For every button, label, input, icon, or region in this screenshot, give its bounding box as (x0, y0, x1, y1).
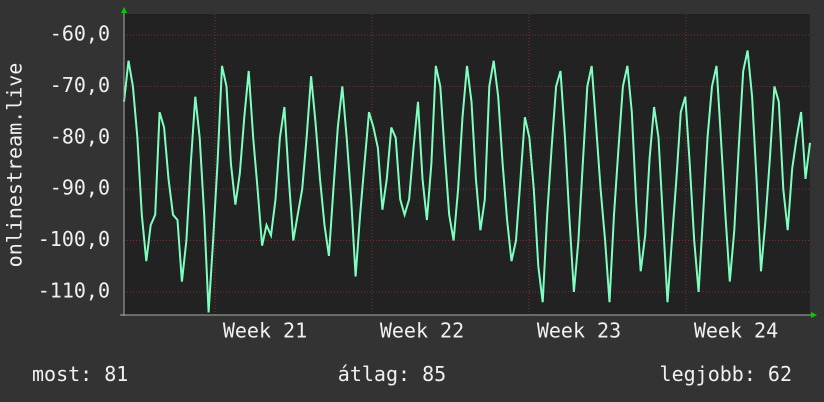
x-tick-label: Week 22 (380, 319, 464, 343)
y-tick-label: -90,0 (50, 176, 110, 200)
axis-arrow (811, 312, 817, 318)
y-tick-label: -70,0 (50, 73, 110, 97)
x-tick-label: Week 21 (223, 319, 307, 343)
stat-value: 81 (104, 362, 128, 386)
y-tick-label: -80,0 (50, 124, 110, 148)
stat-label: átlag: (338, 362, 410, 386)
data-line (123, 50, 811, 313)
y-tick-label: -110,0 (38, 278, 110, 302)
stat-best: legjobb: 62 (660, 362, 792, 386)
y-tick-label: -60,0 (50, 22, 110, 46)
y-tick-label: -100,0 (38, 227, 110, 251)
x-tick-label: Week 24 (694, 319, 778, 343)
plot-area (124, 14, 810, 315)
x-tick-label: Week 23 (537, 319, 621, 343)
stat-label: most: (32, 362, 92, 386)
axis-arrow (121, 7, 127, 13)
stat-value: 62 (768, 362, 792, 386)
stat-value: 85 (422, 362, 446, 386)
stat-label: legjobb: (660, 362, 756, 386)
stat-current: most: 81 (32, 362, 128, 386)
stat-average: átlag: 85 (338, 362, 446, 386)
y-axis-label: onlinestream.live (3, 63, 27, 268)
